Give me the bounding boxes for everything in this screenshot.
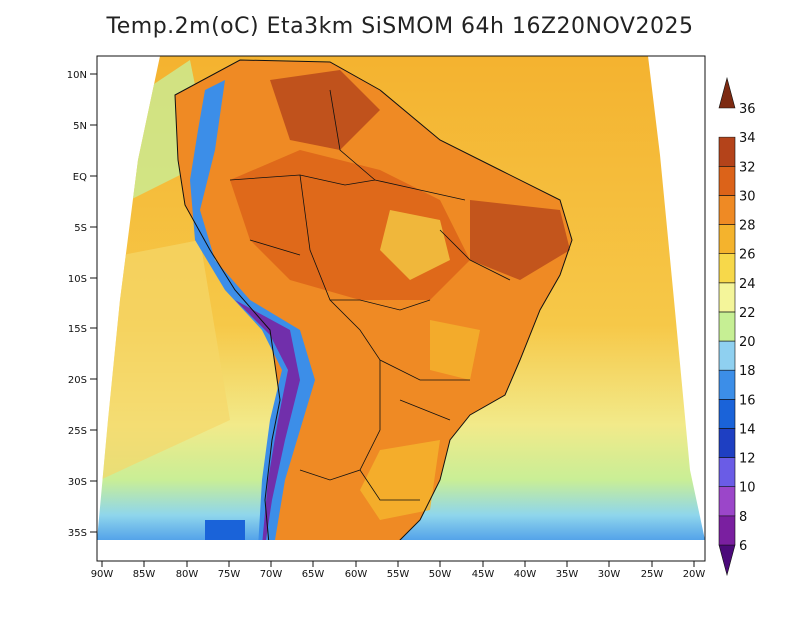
- colorbar-segment: [718, 253, 736, 284]
- map-frame: [96, 55, 706, 562]
- lon-tick: 40W: [514, 561, 537, 580]
- colorbar-segment: [718, 76, 736, 109]
- lat-tick: 10N: [67, 70, 97, 81]
- svg-text:70W: 70W: [260, 569, 283, 580]
- lon-tick: 70W: [260, 561, 283, 580]
- southeast-warm-patch: [430, 320, 480, 380]
- lon-tick: 85W: [133, 561, 156, 580]
- lon-tick: 60W: [345, 561, 368, 580]
- svg-text:5S: 5S: [74, 223, 87, 234]
- lon-tick: 80W: [176, 561, 199, 580]
- colorbar-label: 10: [739, 481, 756, 496]
- lat-tick: 15S: [68, 324, 97, 335]
- svg-text:30S: 30S: [68, 477, 87, 488]
- colorbar-label: 20: [739, 335, 756, 350]
- svg-text:60W: 60W: [345, 569, 368, 580]
- country-borders: [229, 89, 511, 501]
- lon-tick: 35W: [556, 561, 579, 580]
- pacific-cool-band: [97, 240, 230, 480]
- colorbar-segment: [718, 165, 736, 196]
- central-warm-patch: [380, 210, 450, 280]
- svg-text:35W: 35W: [556, 569, 579, 580]
- svg-text:35S: 35S: [68, 528, 87, 539]
- lon-tick: 20W: [683, 561, 706, 580]
- colorbar-label: 18: [739, 364, 756, 379]
- svg-text:65W: 65W: [302, 569, 325, 580]
- latitude-axis: 10N 5N EQ 5S 10S 15S 20S 25S 30S 35S: [67, 70, 97, 539]
- colorbar-label: 14: [739, 422, 756, 437]
- colorbar-label: 8: [739, 510, 747, 525]
- northeast-hot-region: [470, 200, 570, 280]
- lon-tick: 25W: [641, 561, 664, 580]
- colorbar-label: 26: [739, 248, 756, 263]
- longitude-axis: 90W 85W 80W 75W 70W 65W 60W 55W 50W 45W …: [91, 561, 706, 580]
- lat-tick: 25S: [68, 426, 97, 437]
- north-hot-region: [270, 70, 380, 150]
- lon-tick: 45W: [472, 561, 495, 580]
- colorbar-segment: [718, 136, 736, 167]
- lat-tick: EQ: [73, 172, 97, 183]
- lat-tick: 5S: [74, 223, 97, 234]
- svg-text:90W: 90W: [91, 569, 114, 580]
- temperature-field: [97, 56, 705, 540]
- colorbar-label: 32: [739, 160, 756, 175]
- colorbar-segment: [718, 369, 736, 400]
- lat-tick: 20S: [68, 375, 97, 386]
- lon-tick: 55W: [387, 561, 410, 580]
- svg-text:5N: 5N: [73, 121, 87, 132]
- svg-text:20W: 20W: [683, 569, 706, 580]
- colorbar-segment: [718, 486, 736, 517]
- colorbar-segment: [718, 224, 736, 254]
- colorbar-label: 16: [739, 393, 756, 408]
- svg-text:10S: 10S: [68, 274, 87, 285]
- lat-tick: 30S: [68, 477, 97, 488]
- lat-tick: 5N: [73, 121, 97, 132]
- colorbar-label: 22: [739, 306, 756, 321]
- svg-text:25S: 25S: [68, 426, 87, 437]
- svg-text:10N: 10N: [67, 70, 87, 81]
- svg-text:20S: 20S: [68, 375, 87, 386]
- colorbar: 6 8 10 12 14 16 18 20 22 24 26 28 30 32 34 36: [718, 76, 756, 577]
- colorbar-label: 36: [739, 102, 756, 117]
- svg-text:40W: 40W: [514, 569, 537, 580]
- svg-text:30W: 30W: [598, 569, 621, 580]
- svg-text:25W: 25W: [641, 569, 664, 580]
- colorbar-label: 28: [739, 219, 756, 234]
- colorbar-segment: [718, 515, 736, 546]
- svg-text:75W: 75W: [218, 569, 241, 580]
- svg-text:50W: 50W: [429, 569, 452, 580]
- colorbar-label: 6: [739, 539, 747, 554]
- colorbar-label: 24: [739, 277, 756, 292]
- lon-tick: 65W: [302, 561, 325, 580]
- andes-coldest-band: [235, 300, 300, 540]
- colorbar-label: 34: [739, 131, 756, 146]
- colorbar-segment: [718, 340, 736, 371]
- colorbar-segment: [718, 428, 736, 458]
- colorbar-segment: [718, 399, 736, 429]
- svg-text:EQ: EQ: [73, 172, 87, 183]
- lat-tick: 35S: [68, 528, 97, 539]
- lon-tick: 30W: [598, 561, 621, 580]
- svg-text:15S: 15S: [68, 324, 87, 335]
- svg-text:80W: 80W: [176, 569, 199, 580]
- colorbar-label: 12: [739, 452, 756, 467]
- colorbar-label: 30: [739, 189, 756, 204]
- colorbar-segment: [718, 311, 736, 342]
- lon-tick: 75W: [218, 561, 241, 580]
- southern-cold-patch: [205, 520, 245, 540]
- map-title: Temp.2m(oC) Eta3km SiSMOM 64h 16Z20NOV20…: [106, 14, 694, 39]
- lat-tick: 10S: [68, 274, 97, 285]
- colorbar-segment: [718, 195, 736, 225]
- svg-text:55W: 55W: [387, 569, 410, 580]
- coastline: [174, 59, 573, 540]
- lon-tick: 90W: [91, 561, 114, 580]
- colorbar-segment: [718, 457, 736, 488]
- svg-text:45W: 45W: [472, 569, 495, 580]
- svg-text:85W: 85W: [133, 569, 156, 580]
- lon-tick: 50W: [429, 561, 452, 580]
- colorbar-segment: [718, 282, 736, 313]
- colorbar-segment: [718, 544, 736, 577]
